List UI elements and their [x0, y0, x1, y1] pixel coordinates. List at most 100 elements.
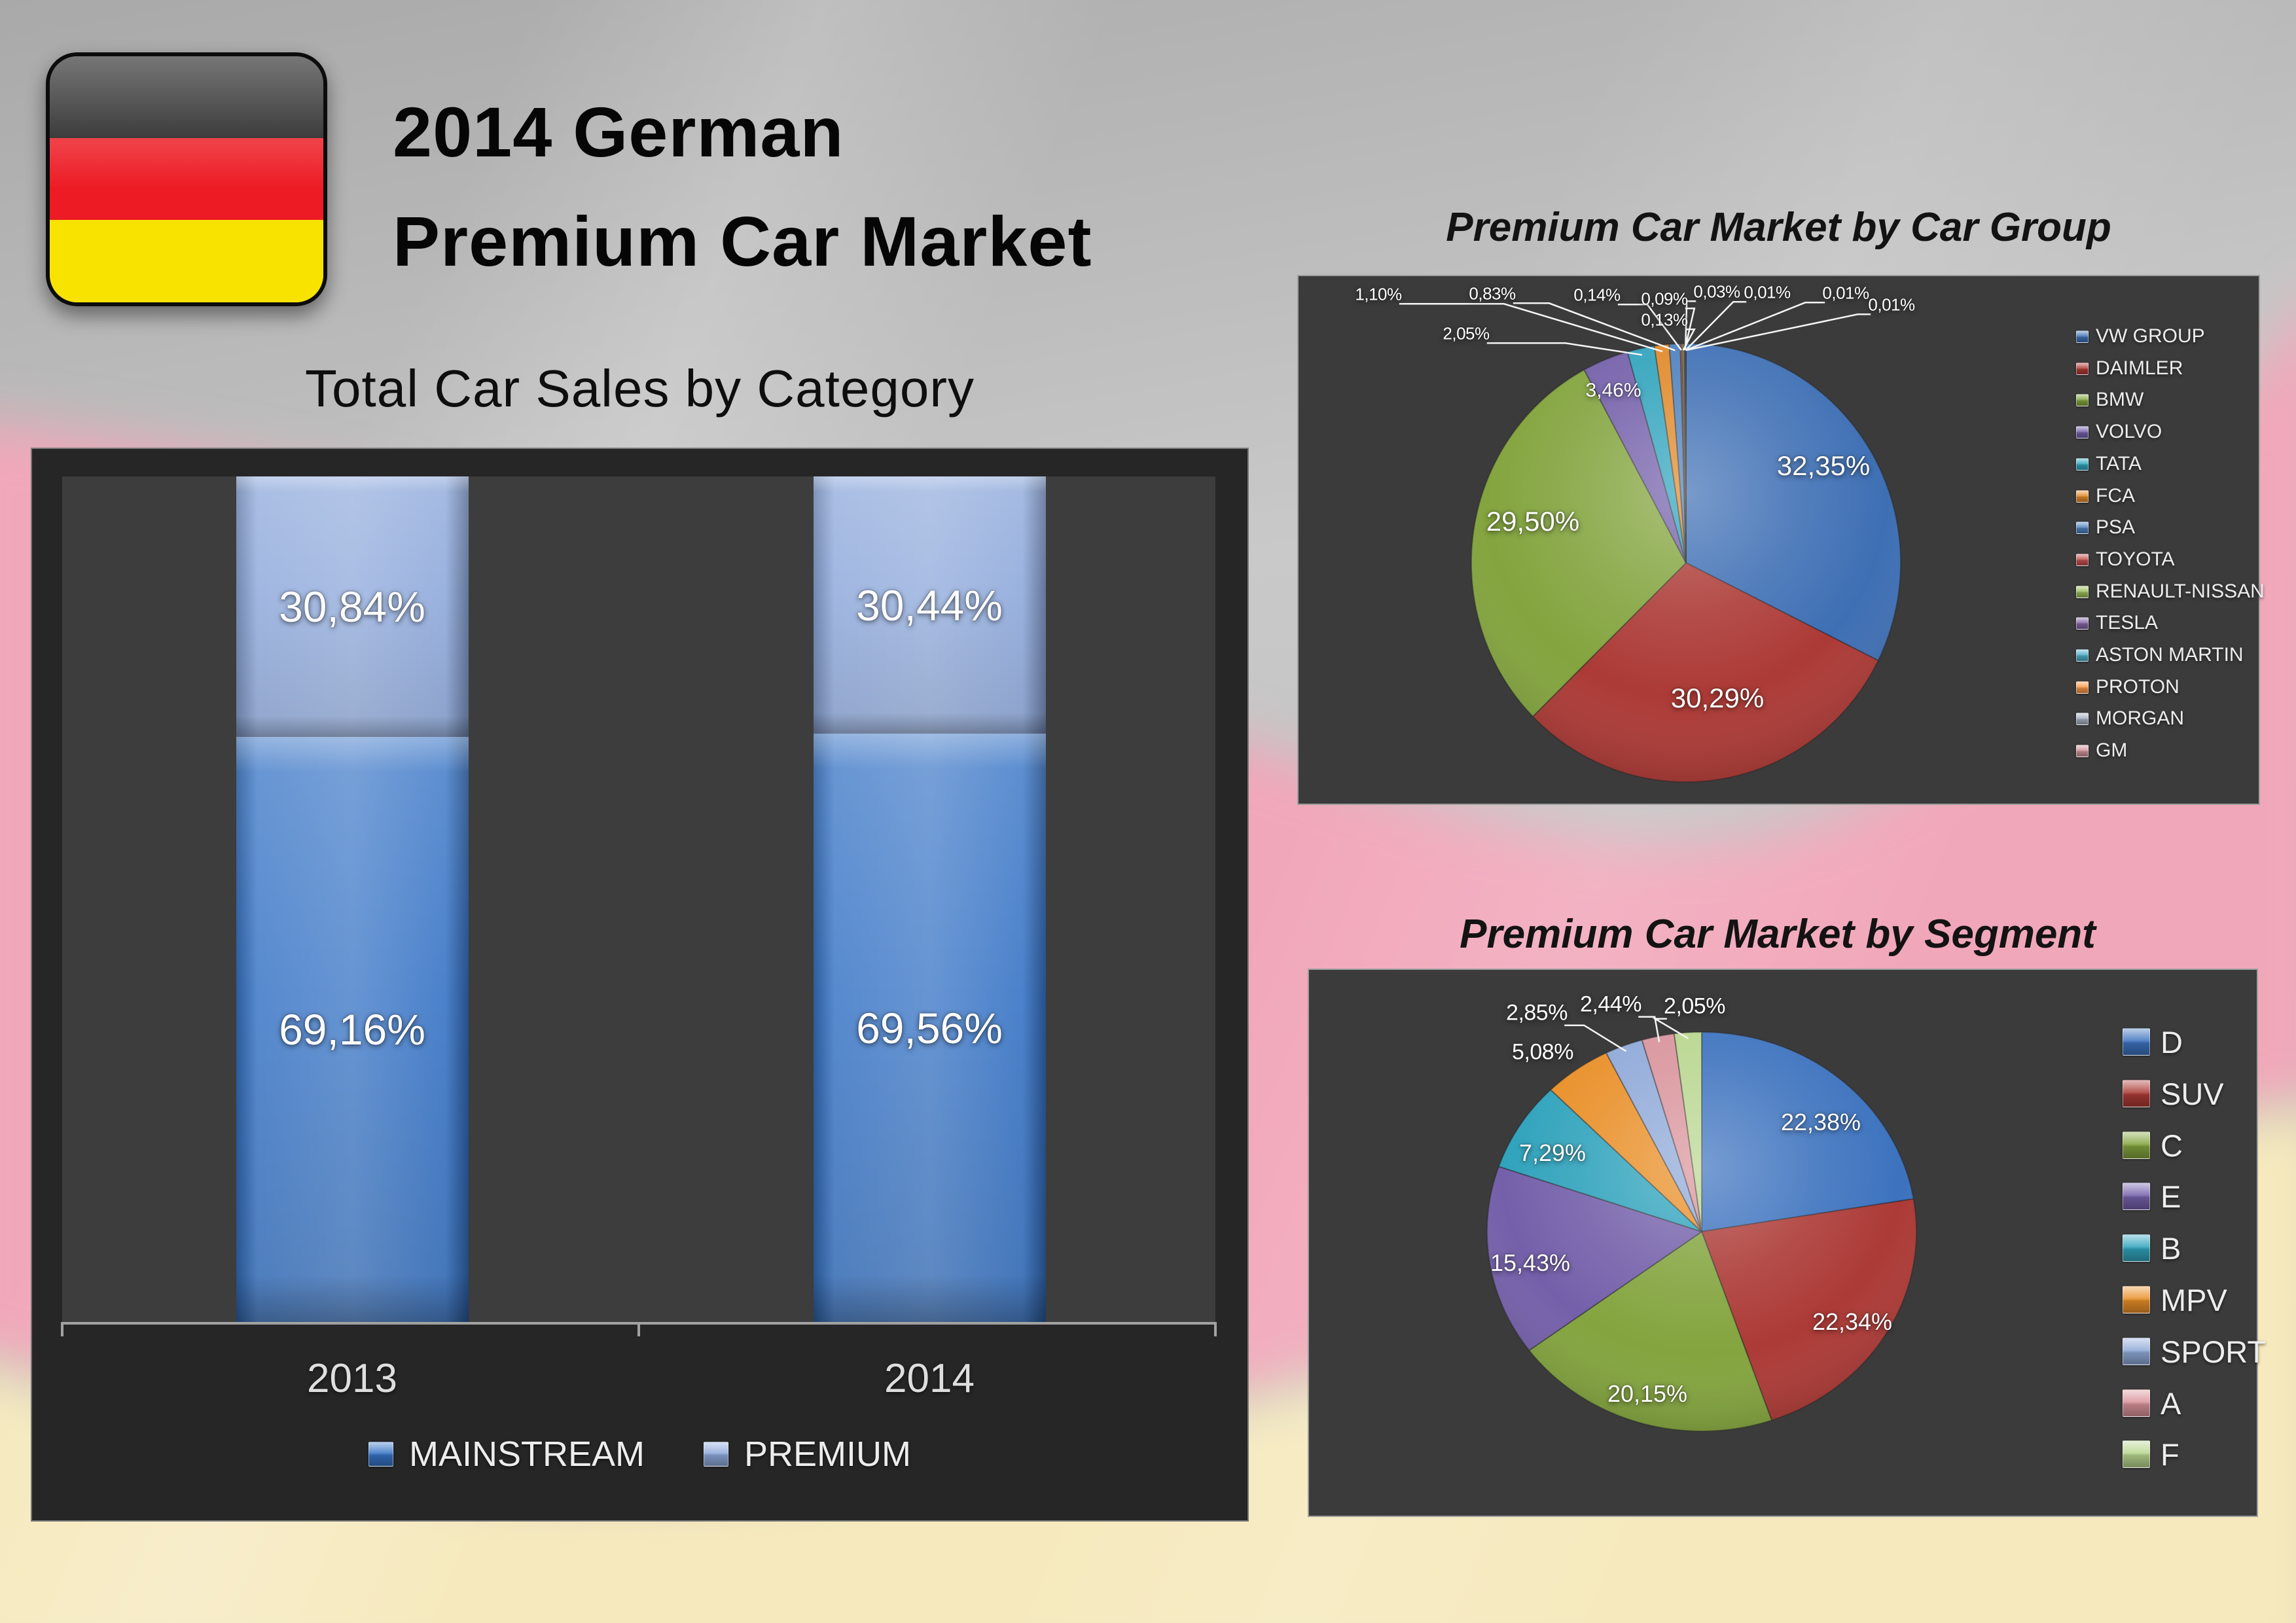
legend-item-mpv: MPV	[2123, 1277, 2227, 1323]
legend-item-fca: FCA	[2076, 480, 2135, 512]
bar-chart-panel: 30,84% 69,16% 30,44% 69,56% 2013 2014 MAINSTR…	[31, 448, 1249, 1522]
legend-item-suv: SUV	[2123, 1071, 2224, 1116]
legend-marker-icon	[2076, 330, 2089, 343]
legend-label: PREMIUM	[744, 1435, 912, 1474]
legend-label: TOYOTA	[2096, 548, 2175, 570]
legend-marker-icon	[2076, 362, 2089, 375]
bar-segment-premium	[236, 476, 469, 737]
legend-label: TESLA	[2096, 612, 2159, 633]
legend-label: PSA	[2096, 516, 2136, 538]
legend-marker-icon	[2076, 553, 2089, 566]
legend-item-d: D	[2123, 1019, 2183, 1065]
legend-marker-icon	[704, 1442, 729, 1467]
legend-item-e: E	[2123, 1173, 2181, 1219]
legend-label: F	[2161, 1436, 2179, 1472]
bar-segment-mainstream	[813, 734, 1046, 1322]
legend-label: FCA	[2096, 485, 2135, 507]
legend-marker-icon	[2076, 585, 2089, 598]
legend-label: SUV	[2161, 1076, 2224, 1111]
bar-segment-premium	[813, 476, 1046, 734]
legend-item-sport: SPORT	[2123, 1329, 2266, 1374]
legend-marker-icon	[2123, 1132, 2150, 1159]
legend-item-tesla: TESLA	[2076, 607, 2158, 639]
legend-marker-icon	[2123, 1440, 2150, 1468]
legend-marker-icon	[2123, 1286, 2150, 1313]
legend-item-daimler: DAIMLER	[2076, 353, 2183, 384]
pie-segment-panel	[1308, 969, 2258, 1517]
legend-item-aston-martin: ASTON MARTIN	[2076, 639, 2244, 671]
legend-label: BMW	[2096, 389, 2144, 410]
bar-value-label: 30,44%	[856, 580, 1003, 630]
legend-marker-icon	[368, 1442, 393, 1467]
legend-marker-icon	[2076, 393, 2089, 406]
legend-label: MAINSTREAM	[408, 1435, 645, 1474]
bar-chart-title: Total Car Sales by Category	[304, 359, 975, 418]
flag-gloss-highlight	[50, 56, 323, 302]
legend-item-gm: GM	[2076, 735, 2127, 766]
legend-item-morgan: MORGAN	[2076, 703, 2184, 734]
legend-marker-icon	[2123, 1028, 2150, 1056]
slide-title: 2014 German Premium Car Market	[393, 77, 1092, 296]
flag-yellow-stripe	[50, 220, 323, 302]
legend-label: C	[2161, 1128, 2183, 1163]
legend-label: PROTON	[2096, 676, 2179, 698]
pie-segment-title: Premium Car Market by Segment	[1460, 912, 2096, 957]
bar-value-label: 69,16%	[279, 1005, 425, 1054]
legend-marker-icon	[2076, 681, 2089, 694]
axis-tick	[637, 1325, 640, 1336]
legend-label: D	[2161, 1024, 2183, 1060]
legend-marker-icon	[2076, 744, 2089, 757]
legend-item-psa: PSA	[2076, 512, 2135, 543]
legend-marker-icon	[2076, 521, 2089, 534]
flag-black-stripe	[50, 56, 323, 139]
slide-title-line2: Premium Car Market	[393, 202, 1092, 281]
bar-value-label: 30,84%	[279, 582, 425, 631]
legend-marker-icon	[2076, 425, 2089, 438]
legend-label: MORGAN	[2096, 707, 2184, 729]
legend-marker-icon	[2076, 649, 2089, 662]
legend-item-toyota: TOYOTA	[2076, 544, 2175, 575]
legend-item-bmw: BMW	[2076, 384, 2144, 416]
bar-segment-mainstream	[236, 737, 469, 1322]
x-axis-line	[61, 1322, 1217, 1325]
legend-label: B	[2161, 1230, 2181, 1266]
legend-item-mainstream: MAINSTREAM	[368, 1434, 645, 1474]
legend-marker-icon	[2076, 616, 2089, 630]
legend-item-renault-nissan: RENAULT-NISSAN	[2076, 576, 2265, 607]
slide-title-line1: 2014 German	[393, 92, 844, 171]
legend-marker-icon	[2076, 490, 2089, 503]
legend-item-c: C	[2123, 1122, 2183, 1168]
pie-group-title: Premium Car Market by Car Group	[1446, 205, 2111, 250]
legend-marker-icon	[2123, 1080, 2150, 1107]
legend-item-b: B	[2123, 1225, 2181, 1271]
x-axis-category-label: 2014	[884, 1356, 975, 1401]
legend-label: DAIMLER	[2096, 357, 2183, 379]
legend-marker-icon	[2076, 457, 2089, 471]
legend-label: TATA	[2096, 453, 2142, 474]
legend-item-f: F	[2123, 1431, 2179, 1477]
legend-marker-icon	[2123, 1234, 2150, 1262]
legend-label: SPORT	[2161, 1334, 2267, 1369]
legend-item-volvo: VOLVO	[2076, 416, 2162, 448]
legend-marker-icon	[2123, 1389, 2150, 1417]
flag-red-stripe	[50, 138, 323, 221]
bar-plot-area: 30,84% 69,16% 30,44% 69,56%	[62, 476, 1215, 1322]
bar-value-label: 69,56%	[856, 1003, 1003, 1052]
legend-item-premium: PREMIUM	[704, 1434, 911, 1474]
axis-tick	[1214, 1325, 1217, 1336]
bar-chart-legend: MAINSTREAM PREMIUM	[32, 1434, 1247, 1474]
x-axis-category-label: 2013	[307, 1356, 397, 1401]
legend-label: MPV	[2161, 1282, 2227, 1317]
legend-marker-icon	[2123, 1183, 2150, 1210]
legend-item-vw-group: VW GROUP	[2076, 321, 2205, 352]
legend-label: A	[2161, 1385, 2181, 1421]
legend-label: RENAULT-NISSAN	[2096, 580, 2265, 602]
legend-label: E	[2161, 1179, 2181, 1214]
legend-item-tata: TATA	[2076, 448, 2142, 480]
legend-label: GM	[2096, 740, 2128, 761]
legend-marker-icon	[2076, 712, 2089, 725]
german-flag-icon	[46, 52, 327, 306]
legend-label: VOLVO	[2096, 421, 2162, 442]
legend-item-a: A	[2123, 1380, 2181, 1426]
